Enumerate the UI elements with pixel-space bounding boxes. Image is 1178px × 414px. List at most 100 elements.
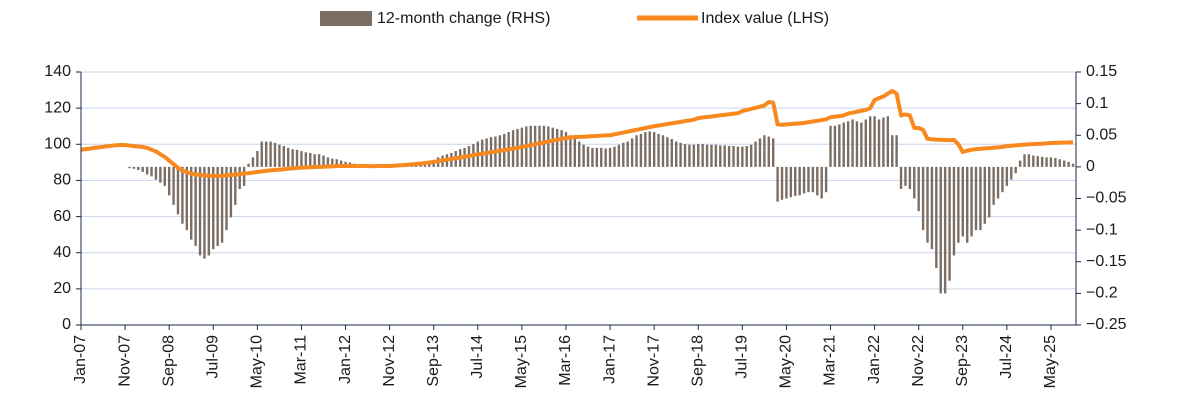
bar [648, 131, 651, 167]
bar [692, 144, 696, 167]
bar [802, 166, 806, 194]
y-tick-label: 20 [53, 280, 71, 297]
bar [1032, 155, 1035, 167]
bar [727, 146, 731, 167]
bar [1071, 163, 1075, 167]
bar [988, 166, 991, 218]
bar [657, 133, 660, 167]
bar [212, 166, 215, 250]
bar [573, 138, 576, 167]
bar [908, 166, 912, 190]
bar [287, 147, 290, 167]
bar [666, 137, 669, 167]
y-tick-label: 60 [53, 208, 71, 225]
bar [1018, 160, 1022, 167]
bar [622, 142, 625, 167]
legend: 12-month change (RHS) Index value (LHS) [320, 10, 829, 27]
bar [807, 166, 810, 193]
x-tick-label: Jan-22 [866, 335, 883, 384]
bar [983, 166, 987, 224]
bar [317, 154, 321, 167]
bar [992, 166, 995, 205]
bar [882, 117, 885, 167]
bar [873, 116, 876, 167]
bar [816, 166, 819, 196]
y-tick-label: 40 [53, 244, 71, 261]
bar [697, 144, 700, 167]
bar [652, 132, 656, 167]
bar [996, 166, 1000, 199]
bar [1014, 166, 1017, 174]
bar [220, 166, 224, 243]
bar [820, 166, 823, 199]
x-tick-label: May-15 [513, 335, 530, 388]
y2-tick-label: 0.1 [1086, 95, 1108, 112]
bar [555, 128, 559, 167]
y-tick-label: 140 [44, 63, 71, 80]
bar [331, 158, 334, 167]
bar [1023, 154, 1026, 167]
bar [851, 119, 854, 167]
bar [291, 149, 294, 167]
bar [309, 152, 312, 167]
bar [904, 166, 907, 186]
bar [868, 116, 872, 167]
bar [1036, 156, 1039, 167]
x-tick-label: Nov-07 [116, 335, 133, 387]
bar [216, 166, 219, 246]
bar [714, 144, 718, 167]
bar [767, 136, 770, 167]
bar [569, 135, 572, 167]
bar [167, 166, 171, 196]
bar [1027, 154, 1031, 167]
bar [295, 149, 299, 167]
bar [785, 166, 788, 199]
bar [300, 151, 303, 167]
bar [234, 166, 237, 205]
bar [630, 138, 634, 167]
x-tick-label: Jan-07 [72, 335, 89, 384]
bar [780, 166, 784, 200]
x-tick-label: Jul-24 [998, 335, 1015, 379]
bar [961, 166, 964, 237]
bar [560, 130, 563, 167]
x-tick-label: Jan-17 [601, 335, 618, 384]
bar [683, 144, 687, 167]
bar [1010, 166, 1013, 180]
y2-tick-label: −0.1 [1086, 221, 1118, 238]
bar [137, 166, 140, 171]
bar [639, 133, 643, 167]
x-tick-label: Nov-22 [910, 335, 927, 387]
y2-tick-label: −0.15 [1086, 253, 1127, 270]
bar [675, 141, 678, 167]
bar [313, 154, 316, 167]
bar [600, 147, 603, 167]
bar [771, 138, 775, 167]
bar [128, 166, 131, 169]
bar [591, 147, 594, 167]
y2-tick-label: −0.25 [1086, 316, 1127, 333]
bar [710, 144, 713, 167]
bar [891, 135, 894, 167]
legend-swatch [320, 11, 372, 26]
bar [670, 139, 673, 167]
bar [194, 166, 197, 246]
bar [1045, 157, 1048, 167]
bar [617, 144, 621, 167]
bar [688, 144, 691, 167]
bar [242, 166, 246, 186]
bar [776, 166, 779, 202]
bar [965, 166, 969, 243]
bar [247, 163, 250, 167]
bar [251, 157, 255, 167]
bar [970, 166, 973, 237]
bar [181, 166, 184, 224]
bar [979, 166, 982, 231]
bar [842, 122, 845, 167]
bar [754, 141, 757, 167]
bar [613, 146, 616, 167]
bar [159, 166, 162, 183]
bar [705, 144, 709, 167]
bar [604, 148, 607, 167]
x-tick-label: Mar-21 [822, 335, 839, 386]
